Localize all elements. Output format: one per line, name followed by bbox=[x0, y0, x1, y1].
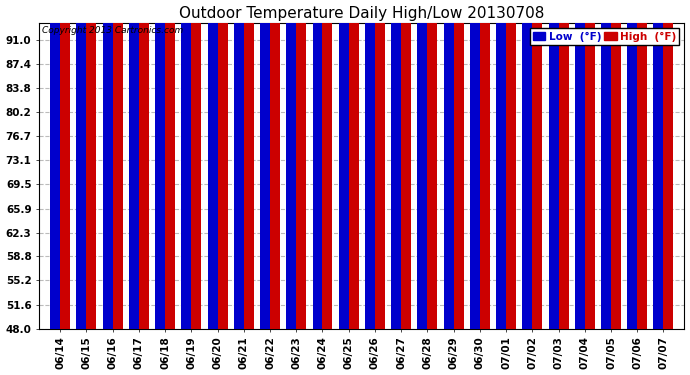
Bar bbox=[270, 0, 280, 329]
Bar bbox=[181, 0, 191, 329]
Bar bbox=[601, 0, 611, 329]
Bar bbox=[244, 0, 254, 329]
Bar bbox=[208, 0, 217, 329]
Bar bbox=[549, 0, 558, 329]
Bar bbox=[348, 0, 359, 329]
Bar bbox=[391, 0, 401, 329]
Bar bbox=[286, 0, 296, 329]
Bar bbox=[638, 0, 647, 329]
Bar bbox=[86, 0, 97, 329]
Bar bbox=[129, 0, 139, 329]
Bar bbox=[375, 0, 385, 329]
Bar bbox=[103, 0, 112, 329]
Bar bbox=[496, 0, 506, 329]
Bar bbox=[313, 0, 322, 329]
Bar bbox=[584, 0, 595, 329]
Bar bbox=[532, 0, 542, 329]
Bar bbox=[60, 0, 70, 329]
Bar bbox=[470, 0, 480, 329]
Bar bbox=[664, 0, 673, 329]
Bar bbox=[191, 0, 201, 329]
Bar bbox=[365, 0, 375, 329]
Bar bbox=[322, 0, 333, 329]
Bar bbox=[260, 0, 270, 329]
Bar bbox=[155, 0, 165, 329]
Bar bbox=[339, 0, 348, 329]
Bar bbox=[112, 0, 123, 329]
Bar bbox=[139, 0, 149, 329]
Bar bbox=[77, 0, 86, 329]
Bar bbox=[653, 0, 664, 329]
Bar bbox=[165, 0, 175, 329]
Bar bbox=[627, 0, 638, 329]
Bar bbox=[506, 0, 516, 329]
Bar bbox=[296, 0, 306, 329]
Bar bbox=[417, 0, 427, 329]
Bar bbox=[234, 0, 244, 329]
Legend: Low  (°F), High  (°F): Low (°F), High (°F) bbox=[530, 28, 679, 45]
Bar bbox=[558, 0, 569, 329]
Bar bbox=[611, 0, 621, 329]
Title: Outdoor Temperature Daily High/Low 20130708: Outdoor Temperature Daily High/Low 20130… bbox=[179, 6, 544, 21]
Bar bbox=[575, 0, 584, 329]
Bar bbox=[217, 0, 228, 329]
Bar bbox=[522, 0, 532, 329]
Bar bbox=[480, 0, 490, 329]
Bar bbox=[444, 0, 453, 329]
Bar bbox=[50, 0, 60, 329]
Text: Copyright 2013 Cartronics.com: Copyright 2013 Cartronics.com bbox=[42, 26, 184, 35]
Bar bbox=[401, 0, 411, 329]
Bar bbox=[427, 0, 437, 329]
Bar bbox=[453, 0, 464, 329]
